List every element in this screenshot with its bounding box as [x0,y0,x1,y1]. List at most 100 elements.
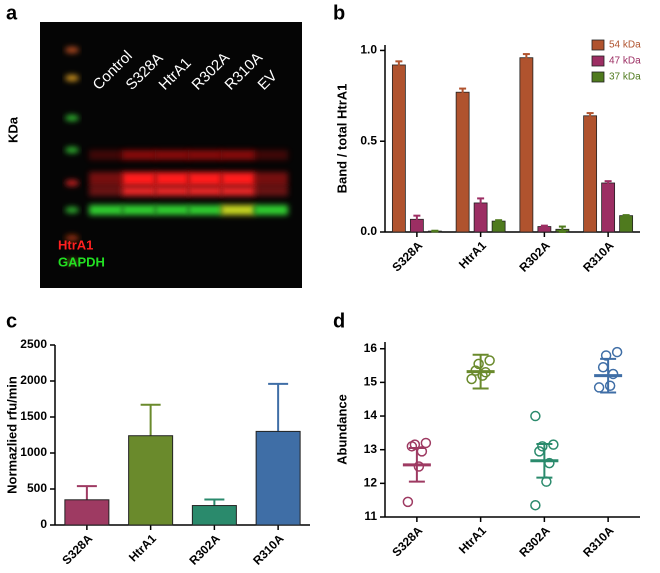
red-band [89,150,123,160]
red-band [254,172,288,186]
red-band [221,186,255,196]
y-tick-label: 15 [364,375,378,389]
x-tick-label: R302A [516,523,553,560]
y-tick-label: 1500 [20,409,47,423]
green-band [254,205,288,215]
bar [391,64,406,233]
x-tick-label: S328A [389,523,425,559]
data-point [484,355,495,366]
y-tick-label: 500 [27,481,47,495]
red-band [155,172,189,186]
ladder-band [65,47,79,53]
red-band [188,186,222,196]
red-band [221,150,255,160]
legend-label: 37 kDa [609,72,641,83]
ladder-band [65,180,79,186]
y-tick-label: 13 [364,442,378,456]
x-tick-label: S328A [59,531,95,567]
bar [601,182,616,233]
y-tick-label: 12 [364,476,378,490]
red-band [155,150,189,160]
bar [64,499,110,526]
data-point [537,441,548,452]
legend-swatch [591,71,605,83]
bar [255,430,301,526]
legend-swatch [591,55,605,67]
panel-label: a [6,2,18,24]
blot-legend: HtrA1 [58,237,93,252]
data-point [466,373,477,385]
data-point [597,361,609,373]
red-band [122,150,156,160]
x-tick-label: HtrA1 [456,238,489,271]
red-band [188,150,222,160]
y-tick-label: 1.0 [360,43,377,57]
x-tick-label: R310A [250,531,287,568]
y-tick-label: 0.5 [360,133,377,147]
x-tick-label: R302A [516,238,553,275]
ladder-band [65,207,79,213]
green-band [89,205,123,215]
ladder-band [65,147,79,153]
bar [619,215,634,233]
blot-axis-label: KDa [5,116,20,143]
ladder-band [65,235,79,241]
data-point [413,461,425,472]
green-band [155,205,189,215]
data-point [409,439,421,450]
red-band [155,186,189,196]
bar [128,435,174,526]
y-tick-label: 0 [40,517,47,531]
data-point [604,380,616,391]
y-tick-label: 0.0 [360,224,377,238]
legend-swatch [591,39,605,51]
panel-label: b [333,2,345,24]
green-band [122,205,156,215]
y-tick-label: 11 [364,509,377,523]
bar [583,115,598,233]
x-tick-label: R310A [580,523,617,560]
blot-legend: GAPDH [58,254,105,269]
ladder-band [65,75,79,81]
data-point [473,358,484,370]
bar [455,91,470,233]
x-tick-label: S328A [389,238,425,274]
y-tick-label: 16 [364,341,378,355]
red-band [188,172,222,186]
panel-label: d [333,310,345,332]
y-tick-label: 2500 [20,337,47,351]
y-tick-label: 2000 [20,373,47,387]
panel-label: c [6,310,17,332]
data-point [611,346,623,358]
red-band [254,186,288,196]
red-band [221,172,255,186]
y-axis-label: Band / total HtrA1 [334,84,349,194]
data-point [402,496,414,508]
red-band [89,186,123,196]
y-tick-label: 14 [364,408,378,422]
data-point [530,410,541,422]
green-band [188,205,222,215]
x-tick-label: R302A [186,531,223,568]
legend-label: 54 kDa [609,40,641,51]
x-tick-label: HtrA1 [126,531,159,564]
blot-bands [65,47,288,265]
red-band [122,172,156,186]
red-band [254,150,288,160]
legend-label: 47 kDa [609,56,641,67]
ladder-band [65,259,79,265]
y-axis-label: Normazlied rfu/min [4,376,19,494]
y-tick-label: 1000 [20,445,47,459]
red-band [89,172,123,186]
y-axis-label: Abundance [334,394,349,465]
ladder-band [65,115,79,121]
bar [519,57,534,233]
x-tick-label: R310A [580,238,617,275]
bar [191,505,237,526]
data-point [600,350,612,361]
green-band [221,205,255,215]
red-band [122,186,156,196]
x-tick-label: HtrA1 [456,523,489,556]
data-point [420,437,432,449]
